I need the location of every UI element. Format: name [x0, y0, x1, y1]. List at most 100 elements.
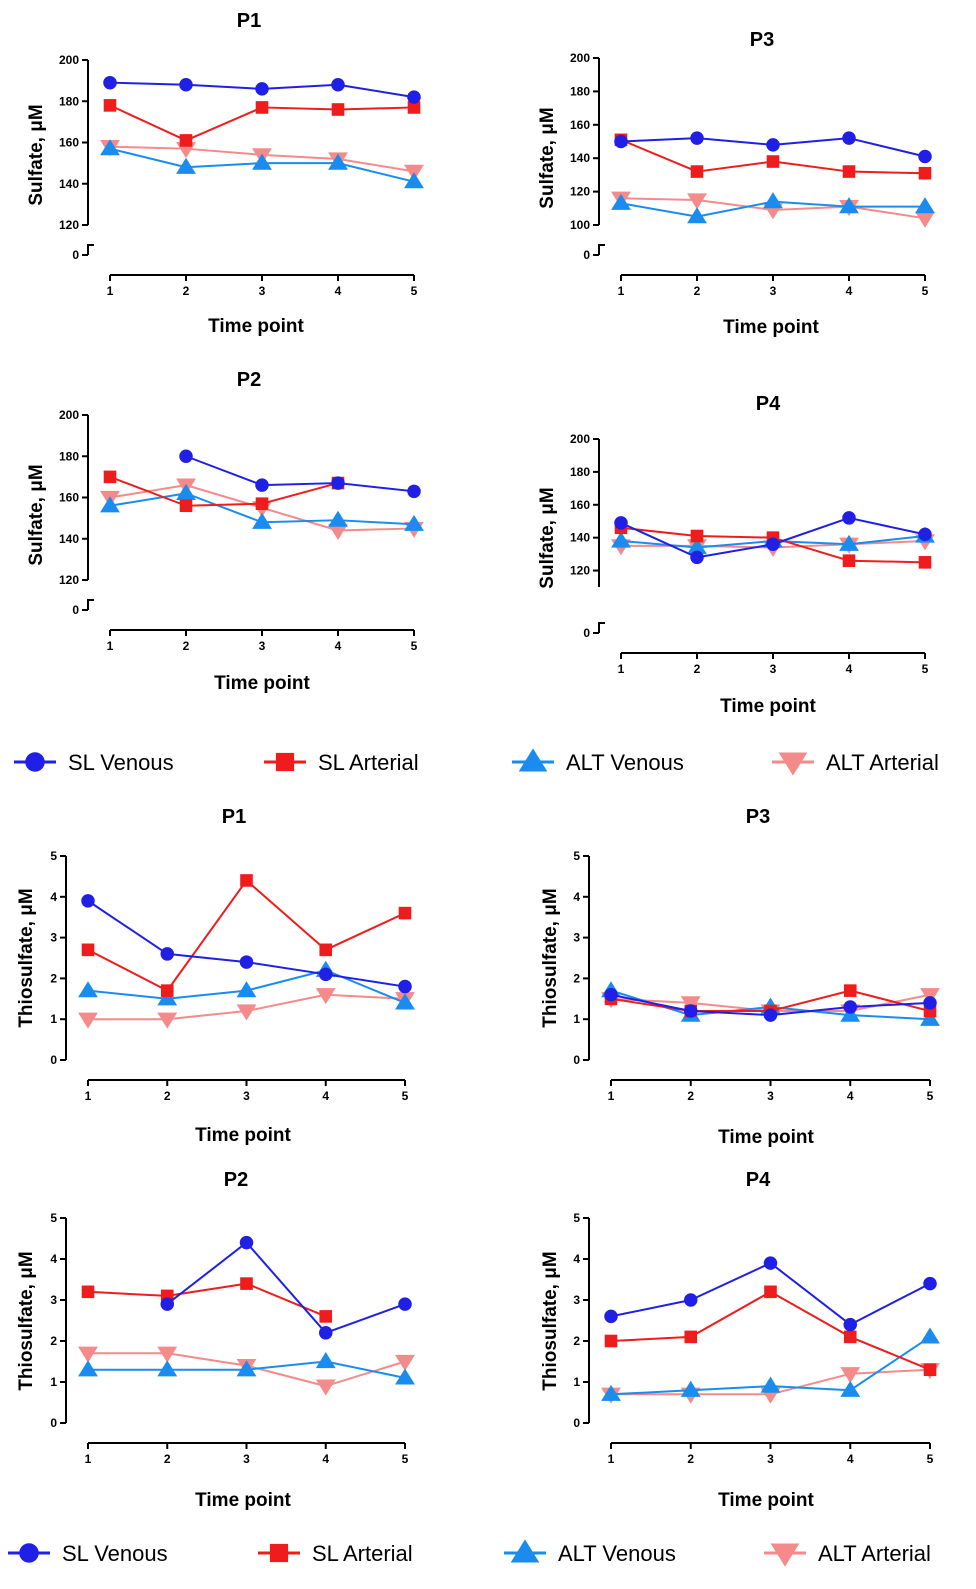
- chart-panel-2: P3 100 120 140 160 180 200 0 1 2 3 4 5 Time point Sulf…: [537, 29, 935, 338]
- chart-panel-6: P3 0 1 2 3 4 5 1 2 3 4 5 Time point Thiosulfate, μM: [540, 806, 940, 1148]
- series-line-segment: [690, 1262, 771, 1301]
- y-tick-label: 0: [573, 1416, 580, 1430]
- y-tick-label: 4: [50, 1252, 57, 1266]
- series-line-segment: [770, 989, 851, 1013]
- series-line-segment: [261, 106, 339, 111]
- data-point-sl-arterial: [690, 165, 704, 178]
- data-point-sl-arterial: [81, 1285, 95, 1299]
- data-point-sl-venous: [160, 947, 174, 961]
- series-line-segment: [109, 475, 187, 507]
- series-line-segment: [849, 1335, 931, 1371]
- y-tick-label: 140: [570, 151, 590, 165]
- data-point-alt-venous: [611, 193, 631, 210]
- y-tick-label: 5: [573, 849, 580, 863]
- data-point-sl-arterial: [255, 101, 269, 114]
- x-tick-label: 1: [85, 1089, 92, 1103]
- legend-item-sl-arterial: SL Arterial: [264, 750, 419, 775]
- data-point-sl-venous: [842, 511, 856, 525]
- data-point-sl-venous: [398, 1297, 412, 1311]
- data-point-sl-venous: [255, 478, 269, 492]
- series-line-segment: [610, 1389, 691, 1396]
- y-axis-label: Thiosulfate, μM: [16, 888, 37, 1027]
- series-line-segment: [850, 1368, 931, 1375]
- series-sl-arterial: [604, 1285, 937, 1376]
- legend-item-alt-venous: ALT Venous: [512, 748, 684, 775]
- y-tick-label: 180: [570, 84, 590, 98]
- x-tick-label: 4: [847, 1089, 854, 1103]
- y-axis-label: Sulfate, μM: [26, 464, 47, 565]
- series-line-segment: [772, 516, 850, 546]
- series-line-segment: [245, 1241, 327, 1334]
- series-line-segment: [185, 162, 263, 169]
- data-point-sl-arterial: [764, 1285, 777, 1299]
- data-point-sl-venous: [331, 78, 345, 92]
- data-point-alt-venous: [839, 534, 859, 551]
- series-line-segment: [620, 539, 698, 549]
- series-alt-venous: [601, 1327, 940, 1401]
- series-line-segment: [167, 952, 247, 964]
- series-line-segment: [337, 162, 415, 183]
- data-point-sl-arterial: [179, 499, 193, 513]
- series-line-segment: [246, 1360, 326, 1371]
- data-point-sl-venous: [684, 1004, 698, 1018]
- data-point-sl-venous: [684, 1293, 698, 1307]
- y-tick-label: 5: [50, 1211, 57, 1225]
- x-tick-label: 5: [411, 284, 418, 298]
- x-tick-label: 3: [259, 639, 266, 653]
- legend-marker-sl-venous: [25, 752, 45, 772]
- x-tick-label: 4: [322, 1452, 329, 1466]
- y-axis-break: [87, 599, 94, 610]
- y-tick-label: 180: [570, 465, 590, 479]
- x-axis-label: Time point: [723, 317, 819, 338]
- y-tick-label: 180: [59, 94, 79, 108]
- series-line-segment: [696, 160, 774, 173]
- data-point-sl-venous: [843, 1317, 857, 1332]
- series-line-segment: [850, 1001, 931, 1008]
- series-line-segment: [848, 205, 926, 220]
- x-tick-label: 3: [767, 1452, 774, 1466]
- y-tick-label: 140: [59, 532, 79, 546]
- y-tick-label: 160: [570, 118, 590, 132]
- x-axis-label: Time point: [718, 1490, 814, 1511]
- data-point-alt-venous: [760, 1376, 781, 1393]
- data-point-sl-arterial: [240, 874, 253, 887]
- data-point-sl-venous: [918, 527, 932, 542]
- legend-label: ALT Arterial: [826, 750, 939, 775]
- data-point-alt-venous: [839, 197, 859, 214]
- y-tick-label: 2: [573, 1334, 580, 1348]
- series-line-segment: [261, 482, 339, 487]
- data-point-sl-venous: [407, 90, 421, 104]
- series-line-segment: [848, 170, 926, 175]
- y-axis-break: [598, 244, 605, 255]
- data-point-sl-venous: [766, 537, 780, 551]
- x-tick-label: 4: [846, 662, 853, 676]
- series-sl-venous: [103, 75, 421, 104]
- y-tick-label: 0: [583, 248, 590, 262]
- series-line-segment: [772, 205, 850, 211]
- series-line-segment: [246, 961, 326, 976]
- y-tick-label: 2: [50, 971, 57, 985]
- data-point-alt-venous: [78, 981, 98, 998]
- y-tick-label: 2: [50, 1334, 57, 1348]
- y-tick-label: 5: [573, 1211, 580, 1225]
- y-tick-label: 1: [573, 1012, 580, 1026]
- data-point-sl-venous: [690, 550, 704, 565]
- data-point-alt-venous: [920, 1327, 940, 1344]
- data-point-sl-venous: [923, 996, 937, 1010]
- y-tick-label: 2: [573, 971, 580, 985]
- x-tick-label: 5: [922, 662, 929, 676]
- series-line-segment: [109, 145, 187, 150]
- data-point-sl-arterial: [331, 103, 345, 116]
- series-alt-venous: [78, 1352, 415, 1385]
- legend-label: ALT Venous: [566, 750, 684, 775]
- data-point-sl-venous: [239, 1235, 254, 1250]
- series-line-segment: [185, 147, 263, 156]
- series-line-segment: [337, 158, 415, 173]
- series-line-segment: [690, 1290, 771, 1338]
- y-tick-label: 180: [59, 449, 79, 463]
- y-tick-label: 3: [573, 1293, 580, 1307]
- y-tick-label: 200: [570, 51, 590, 65]
- series-line-segment: [772, 536, 850, 562]
- chart-title: P3: [746, 806, 770, 828]
- chart-panel-7: P2 0 1 2 3 4 5 1 2 3 4 5 Time point Thiosulfate, μM: [16, 1169, 415, 1511]
